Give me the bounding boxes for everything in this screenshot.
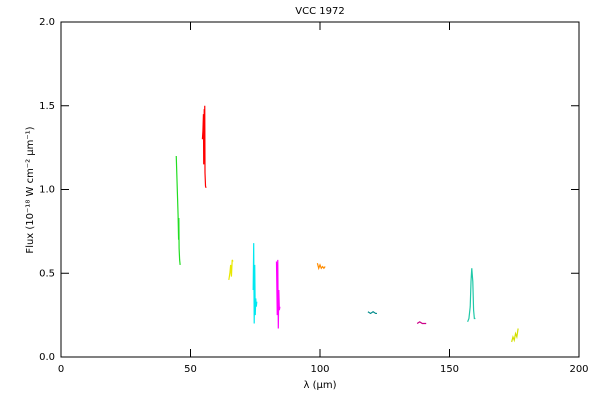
x-tick-label: 100 (310, 364, 329, 375)
spectrum-line (252, 243, 258, 324)
x-tick-label: 0 (58, 364, 64, 375)
y-tick-label: 0.5 (39, 268, 55, 279)
y-axis-label: Flux (10⁻¹⁸ W cm⁻² μm⁻¹) (25, 126, 36, 253)
y-tick-label: 1.0 (39, 185, 55, 196)
x-tick-label: 200 (569, 364, 588, 375)
spectrum-line (275, 259, 281, 329)
plot-frame (60, 21, 580, 358)
spectrum-line (416, 321, 427, 325)
spectrum-line (175, 155, 181, 265)
spectrum-line (511, 328, 519, 343)
x-tick-label: 150 (440, 364, 459, 375)
x-tick-label: 50 (184, 364, 197, 375)
y-tick-label: 2.0 (39, 17, 55, 28)
spectrum-line (367, 311, 377, 315)
spectrum-line (467, 268, 476, 323)
y-tick-label: 0.0 (39, 352, 55, 363)
y-tick-label: 1.5 (39, 101, 55, 112)
spectrum-line (316, 263, 326, 271)
spectrum-line (201, 105, 207, 188)
x-axis-label: λ (μm) (303, 380, 336, 391)
spectrum-line (228, 259, 234, 281)
chart-title: VCC 1972 (295, 6, 344, 17)
